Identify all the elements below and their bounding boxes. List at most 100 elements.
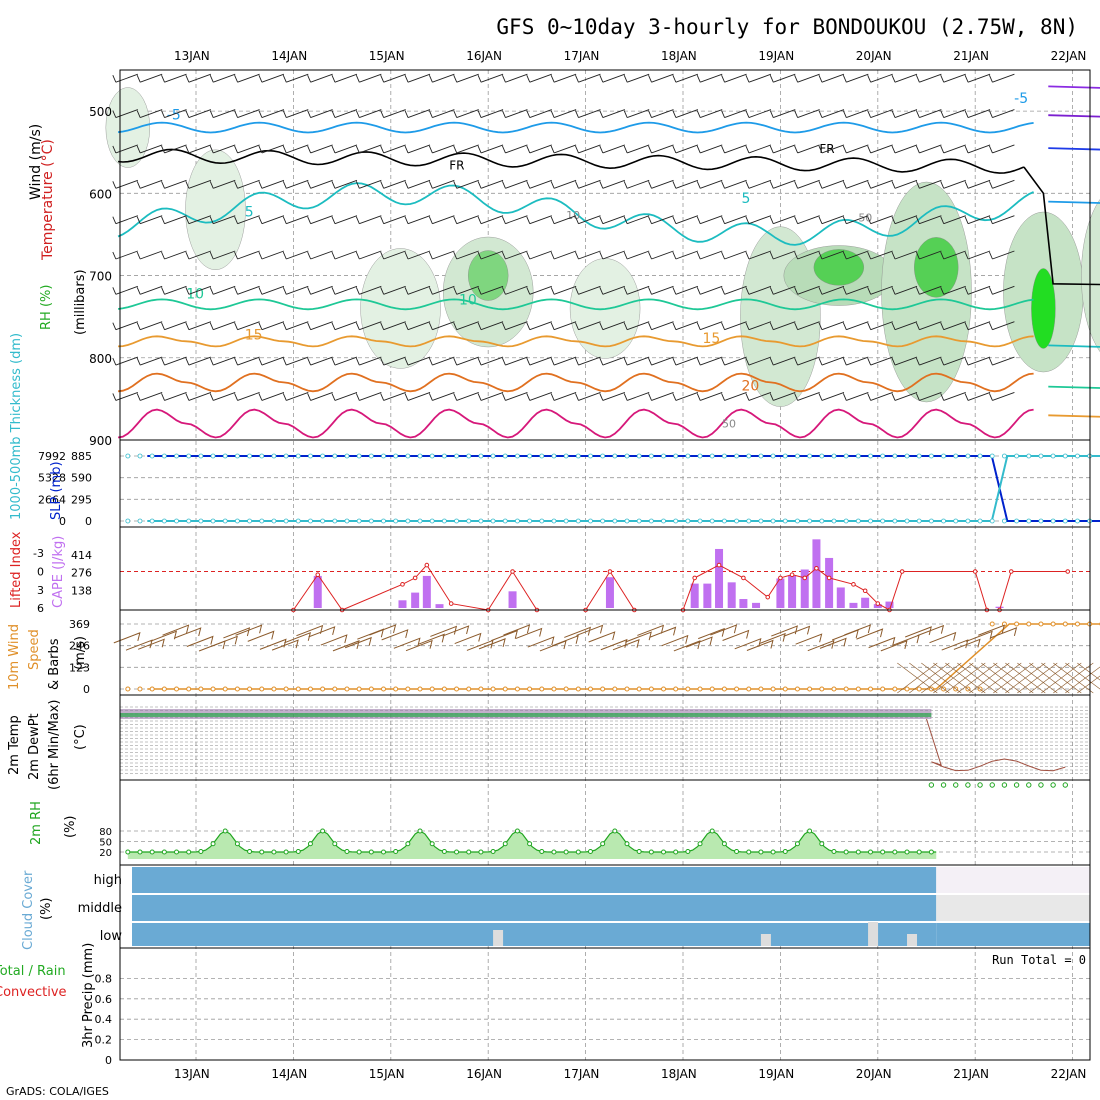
cloud-bar (132, 923, 937, 946)
wind-barb (599, 144, 625, 154)
wind-marker (514, 686, 520, 692)
wind-barb (258, 144, 285, 154)
wind-barb (867, 250, 893, 260)
wind-barb (964, 285, 991, 295)
wind-barb (623, 321, 650, 331)
wind-barb (454, 632, 482, 645)
wind-barb (478, 638, 506, 650)
wind-barb (964, 321, 991, 331)
rh-marker (234, 841, 240, 847)
label-temperature: Temperature (°C) (40, 139, 56, 261)
wind-barb (842, 215, 869, 225)
thickness-marker (381, 518, 386, 524)
wind-marker (661, 686, 667, 692)
rh-marker (210, 841, 216, 847)
isotherm-line (1048, 200, 1100, 204)
thickness-marker (721, 453, 727, 459)
wind-barb (721, 144, 747, 154)
wind-marker (405, 686, 411, 692)
wind-barb (453, 285, 479, 295)
wind-barb (794, 285, 820, 295)
wind-barb (648, 109, 674, 119)
wind-barb (209, 144, 236, 154)
wind-barb (648, 285, 674, 295)
date-label-bottom: 13JAN (174, 1067, 210, 1081)
pressure-tick: 600 (89, 187, 112, 201)
rh-marker (125, 849, 131, 855)
wind-barb (696, 73, 723, 83)
label-pressure: (millibars) (73, 269, 88, 335)
wind-barb (965, 630, 993, 642)
cloud-bar (936, 867, 1090, 893)
wind-barb (526, 285, 552, 295)
wind-barb (672, 285, 699, 295)
cloud-gap (868, 922, 879, 946)
wind-barb (234, 144, 260, 154)
thickness-marker (697, 518, 703, 524)
li-marker (692, 575, 697, 581)
wind-barb (331, 73, 358, 83)
wind-marker (490, 686, 496, 692)
wind-barb (320, 634, 348, 646)
rh-marker (502, 841, 508, 847)
isotherm-line (117, 298, 1034, 311)
wind-barb (404, 215, 431, 225)
wind-barb (599, 321, 625, 331)
rh-marker (807, 828, 813, 834)
wind-barb (842, 356, 869, 366)
wind-barb (734, 637, 762, 650)
cape-bar (873, 604, 882, 608)
wind-barb (112, 250, 138, 260)
wind-barb (722, 629, 750, 641)
thickness-marker (795, 453, 800, 459)
wind-barb (599, 285, 625, 295)
wind-barb (964, 179, 991, 189)
dewpt-marker (953, 782, 959, 788)
wind-barb (355, 285, 382, 295)
dewpt-marker (1001, 782, 1008, 788)
wind-barb (957, 662, 998, 694)
wind-barb (696, 285, 723, 295)
wind-barb (186, 635, 214, 647)
wind-barb (453, 179, 479, 189)
wind-marker (551, 686, 557, 692)
wind-barb (404, 144, 431, 154)
thickness-marker (210, 453, 216, 459)
temperature-panel (120, 706, 1090, 788)
cape-bar (825, 557, 834, 608)
wind-barb (844, 624, 872, 636)
wind-barb (477, 391, 504, 401)
wind-barb (1029, 662, 1070, 694)
wind-marker (734, 686, 740, 692)
wind-tick: 0 (83, 683, 90, 696)
rh-marker (332, 841, 338, 847)
wind-barb (842, 109, 869, 119)
wind-barb (282, 109, 309, 119)
cape-bar (715, 548, 724, 608)
wind-barb (672, 321, 699, 331)
isotherm-line (1048, 114, 1100, 118)
thickness-marker (795, 518, 800, 524)
isotherm-label: -5 (1014, 91, 1028, 107)
wind-marker (186, 686, 192, 692)
wind-marker (417, 686, 423, 692)
li-marker (862, 588, 868, 594)
thickness-marker (515, 518, 520, 524)
wind-barb (234, 109, 260, 119)
wind-barb (491, 629, 518, 642)
label-thickness: 1000-500mb Thickness (dm) (9, 333, 24, 520)
wind-barb (331, 179, 358, 189)
wind-marker (904, 686, 910, 692)
wind-barb (623, 356, 650, 366)
wind-barb (307, 215, 333, 225)
wind-barb (502, 285, 528, 295)
rh-marker (307, 841, 313, 847)
wind-barb (698, 627, 725, 640)
wind-barb (405, 639, 433, 652)
rh-marker (794, 841, 800, 847)
thickness-marker (393, 518, 399, 524)
wind-barb (940, 285, 966, 295)
rh-marker (855, 849, 861, 855)
wind-barb (380, 73, 406, 83)
cape-bar (739, 599, 748, 608)
